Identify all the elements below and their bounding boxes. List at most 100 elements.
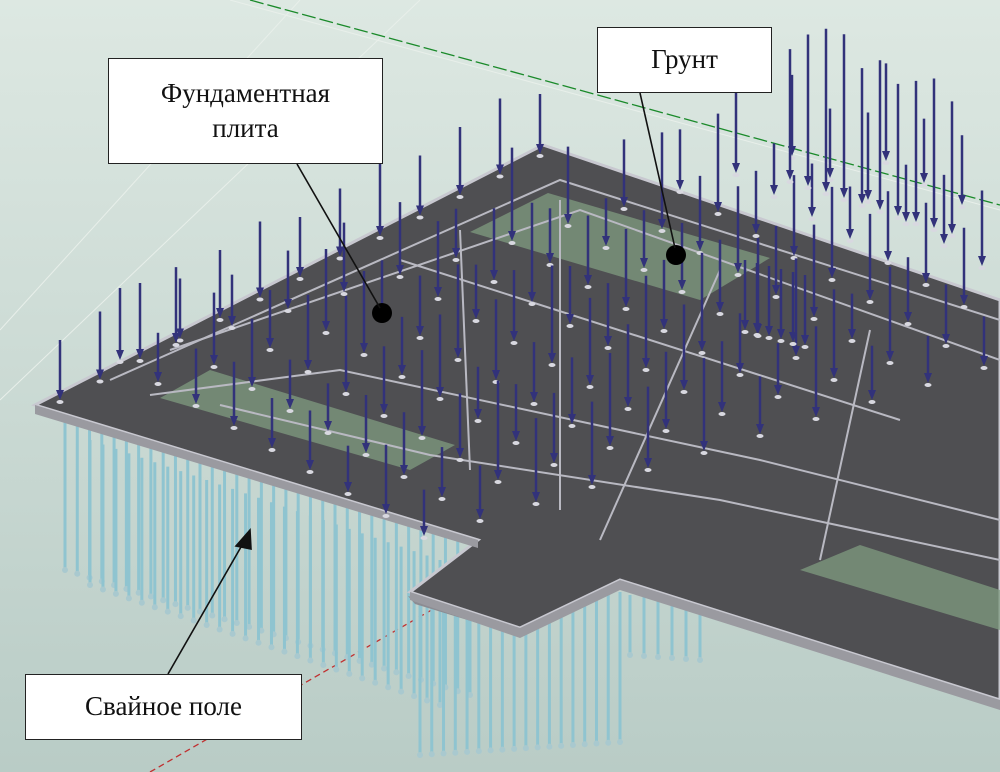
load-arrow xyxy=(676,129,684,194)
load-arrow xyxy=(564,146,572,228)
load-arrow xyxy=(456,393,464,462)
load-arrow xyxy=(376,160,384,240)
pile-tip xyxy=(440,750,447,757)
pile-tip xyxy=(294,653,301,660)
pile-tip xyxy=(385,684,392,691)
slab-front-edge-2 xyxy=(410,580,1000,710)
load-arrow xyxy=(658,132,666,233)
slab-leader xyxy=(296,163,381,309)
load-arrow xyxy=(588,401,596,489)
load-arrow xyxy=(741,260,749,334)
load-arrow xyxy=(848,293,856,343)
slab-front-edge xyxy=(35,405,478,548)
load-arrow xyxy=(584,215,592,289)
load-arrow xyxy=(948,101,956,238)
load-arrow xyxy=(416,155,424,220)
load-arrow xyxy=(642,275,650,372)
load-arrow xyxy=(882,63,890,165)
load-arrow xyxy=(980,316,988,370)
slab-label-line1: Фундаментная xyxy=(160,77,331,108)
load-arrow xyxy=(660,259,668,333)
load-arrow xyxy=(530,342,538,406)
pile-tip xyxy=(393,669,400,676)
pile-tip xyxy=(255,639,262,646)
load-arrow xyxy=(765,266,773,340)
pile-field-label-box: Свайное поле xyxy=(25,674,302,740)
load-arrow xyxy=(830,289,838,382)
load-arrow xyxy=(416,275,424,340)
load-arrow xyxy=(622,228,630,311)
load-arrow xyxy=(960,227,968,309)
load-arrow xyxy=(734,186,742,277)
load-arrow xyxy=(456,127,464,199)
load-arrow xyxy=(894,83,902,220)
load-arrow xyxy=(176,278,184,343)
load-arrow xyxy=(494,380,502,484)
load-arrow xyxy=(340,222,348,296)
load-arrow xyxy=(680,304,688,394)
load-arrow xyxy=(396,202,404,279)
load-arrow xyxy=(756,376,764,438)
pile-tip xyxy=(62,567,68,573)
pile-tip xyxy=(655,654,661,660)
load-arrow xyxy=(420,489,428,540)
pile-tip xyxy=(125,595,132,602)
load-arrow xyxy=(772,225,780,299)
pile-tip xyxy=(381,665,388,672)
load-arrow xyxy=(344,445,352,496)
load-arrow xyxy=(624,324,632,411)
pile-tip xyxy=(242,635,249,642)
pile-tip xyxy=(669,655,675,661)
load-arrow xyxy=(342,296,350,396)
load-arrow xyxy=(362,394,370,457)
load-arrow xyxy=(606,353,614,450)
load-arrow xyxy=(566,266,574,328)
pile-tip xyxy=(216,626,223,633)
pile-tip xyxy=(372,679,379,686)
pile-tip xyxy=(135,589,142,596)
load-arrow xyxy=(256,221,264,302)
pile-tip xyxy=(417,752,423,758)
load-arrow xyxy=(822,28,830,196)
load-arrow xyxy=(789,272,797,346)
pile-tip xyxy=(511,745,518,752)
pile-tip xyxy=(164,608,171,615)
load-arrow xyxy=(210,292,218,369)
load-arrow xyxy=(700,358,708,455)
load-arrow xyxy=(398,316,406,379)
load-arrow xyxy=(192,348,200,408)
pile-tip xyxy=(464,748,471,755)
pile-tip xyxy=(452,749,459,756)
load-arrow xyxy=(56,340,64,404)
load-arrow xyxy=(248,318,256,391)
load-arrow xyxy=(602,198,610,250)
pile-tip xyxy=(522,745,529,752)
pile-tip xyxy=(627,652,633,658)
pile-tip xyxy=(246,623,253,630)
load-arrow xyxy=(644,386,652,472)
load-arrow xyxy=(116,288,124,364)
load-arrow xyxy=(380,346,388,418)
load-arrows xyxy=(56,28,988,540)
pile-tip xyxy=(368,661,375,668)
pile-tip xyxy=(184,604,191,611)
pile-tip xyxy=(229,630,236,637)
pile-tip xyxy=(333,666,340,673)
load-arrow xyxy=(752,170,760,238)
pile-tip xyxy=(320,662,327,668)
slab-label-box: Фундаментная плита xyxy=(108,58,383,164)
load-arrow xyxy=(154,332,162,386)
pile-tip xyxy=(405,673,412,680)
load-arrow xyxy=(568,357,576,428)
load-arrow xyxy=(922,202,930,287)
pile-tip xyxy=(190,617,197,624)
load-arrow xyxy=(136,283,144,363)
piles-leader-arrowhead xyxy=(234,527,252,550)
load-arrow xyxy=(96,311,104,384)
load-arrow xyxy=(306,410,314,474)
load-arrow xyxy=(436,314,444,401)
leader-lines xyxy=(167,92,676,675)
soil-label-box: Грунт xyxy=(597,27,772,93)
load-arrow xyxy=(904,257,912,326)
soil-callout-dot xyxy=(666,245,686,265)
